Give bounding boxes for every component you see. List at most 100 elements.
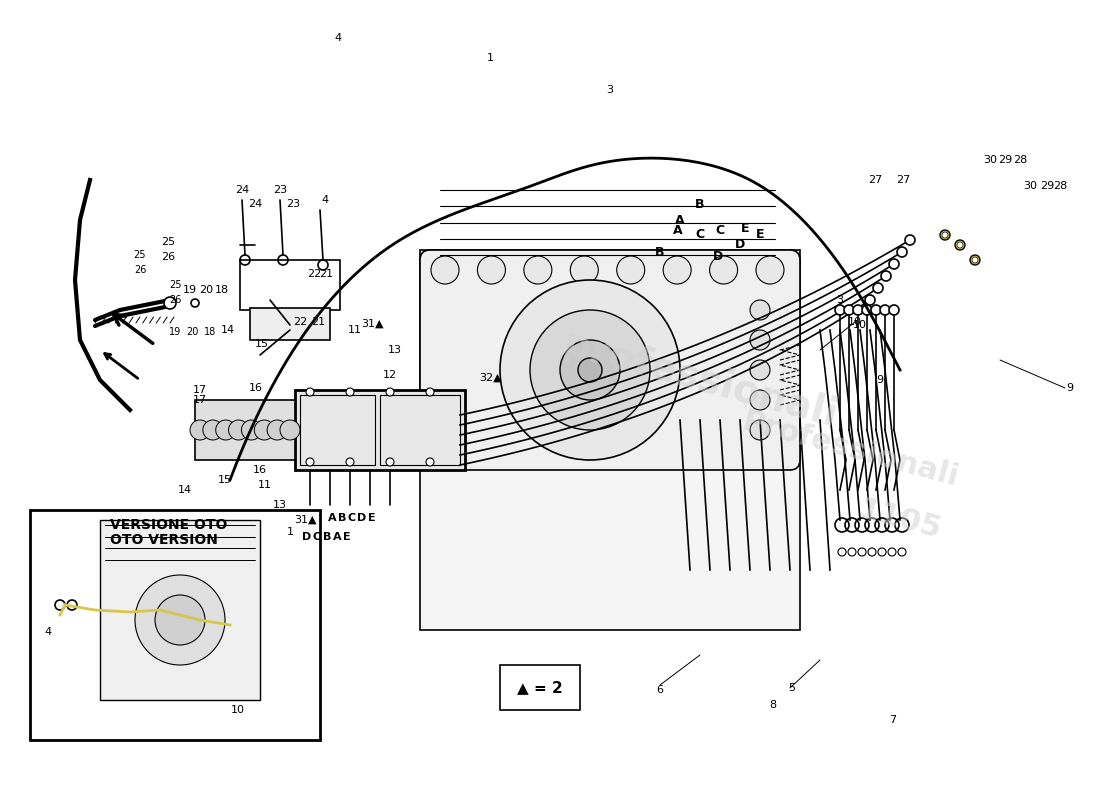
Circle shape <box>280 420 300 440</box>
Text: 20: 20 <box>199 285 213 295</box>
Text: Professionali: Professionali <box>738 407 961 493</box>
Text: 24: 24 <box>235 185 249 195</box>
Text: 1: 1 <box>286 527 294 537</box>
Text: A: A <box>673 223 683 237</box>
Circle shape <box>865 295 874 305</box>
Circle shape <box>254 420 274 440</box>
Circle shape <box>431 256 459 284</box>
Text: 4: 4 <box>44 627 52 637</box>
Text: 31▲: 31▲ <box>294 515 317 525</box>
Text: 31▲: 31▲ <box>361 319 383 329</box>
Text: E: E <box>756 229 764 242</box>
Circle shape <box>135 575 226 665</box>
Circle shape <box>750 360 770 380</box>
Bar <box>300 395 375 465</box>
Text: 21: 21 <box>311 317 326 327</box>
Circle shape <box>202 420 223 440</box>
Circle shape <box>858 548 866 556</box>
Circle shape <box>756 256 784 284</box>
Circle shape <box>617 256 645 284</box>
Text: 27: 27 <box>895 175 910 185</box>
Text: E: E <box>740 222 749 234</box>
Text: 21: 21 <box>319 269 333 279</box>
Circle shape <box>940 230 950 240</box>
Text: 17: 17 <box>192 385 207 395</box>
Circle shape <box>878 548 886 556</box>
Text: A: A <box>675 214 685 226</box>
Circle shape <box>710 256 738 284</box>
Text: D: D <box>735 238 745 251</box>
Text: 29: 29 <box>1040 181 1054 191</box>
Circle shape <box>889 305 899 315</box>
Text: 10: 10 <box>231 705 245 715</box>
Text: 24: 24 <box>248 199 262 209</box>
Circle shape <box>346 388 354 396</box>
Text: 9: 9 <box>1066 383 1074 393</box>
Text: 19: 19 <box>169 327 182 337</box>
Text: 10: 10 <box>848 317 862 327</box>
Text: D: D <box>358 513 366 523</box>
Text: professionali: professionali <box>559 325 842 435</box>
Text: 13: 13 <box>273 500 287 510</box>
Circle shape <box>164 297 176 309</box>
Text: 11: 11 <box>348 325 362 335</box>
Circle shape <box>560 340 620 400</box>
Text: 13: 13 <box>388 345 401 355</box>
Text: 17: 17 <box>192 395 207 405</box>
Text: C: C <box>348 513 356 523</box>
Circle shape <box>852 305 864 315</box>
Bar <box>100 520 260 700</box>
Text: B: B <box>695 198 705 211</box>
Bar <box>240 260 340 310</box>
Text: B: B <box>338 513 346 523</box>
Circle shape <box>500 280 680 460</box>
Text: 25: 25 <box>161 237 175 247</box>
Text: 28: 28 <box>1013 155 1027 165</box>
Circle shape <box>972 257 978 263</box>
Text: 4: 4 <box>321 195 329 205</box>
Text: 23: 23 <box>273 185 287 195</box>
Circle shape <box>862 305 872 315</box>
Text: ▲ = 2: ▲ = 2 <box>517 681 563 695</box>
Text: 22: 22 <box>307 269 321 279</box>
Text: 26: 26 <box>134 265 146 275</box>
Circle shape <box>889 259 899 269</box>
Text: OTO VERSION: OTO VERSION <box>110 533 218 547</box>
Circle shape <box>888 548 896 556</box>
Bar <box>420 250 800 630</box>
Text: A: A <box>328 513 337 523</box>
Circle shape <box>426 458 434 466</box>
Circle shape <box>957 242 962 248</box>
FancyBboxPatch shape <box>420 250 800 470</box>
Circle shape <box>190 420 210 440</box>
Circle shape <box>306 458 313 466</box>
Text: 19: 19 <box>183 285 197 295</box>
Circle shape <box>898 548 906 556</box>
Circle shape <box>750 330 770 350</box>
Text: 8: 8 <box>769 700 777 710</box>
Circle shape <box>67 600 77 610</box>
Circle shape <box>896 247 907 257</box>
Text: 28: 28 <box>1053 181 1067 191</box>
Text: 15: 15 <box>255 339 270 349</box>
Text: 1: 1 <box>486 53 494 63</box>
Circle shape <box>750 420 770 440</box>
Text: 10: 10 <box>852 320 867 330</box>
Circle shape <box>530 310 650 430</box>
Circle shape <box>880 305 890 315</box>
Text: 3: 3 <box>836 295 844 305</box>
Text: E: E <box>343 532 351 542</box>
Circle shape <box>318 260 328 270</box>
Text: 6: 6 <box>657 685 663 695</box>
Text: 3: 3 <box>606 85 614 95</box>
Circle shape <box>267 420 287 440</box>
Circle shape <box>278 255 288 265</box>
Text: 16: 16 <box>253 465 267 475</box>
Bar <box>379 395 460 465</box>
Circle shape <box>477 256 505 284</box>
Circle shape <box>750 300 770 320</box>
Text: 32▲: 32▲ <box>478 373 502 383</box>
Circle shape <box>942 232 948 238</box>
Text: 26: 26 <box>168 295 182 305</box>
Bar <box>295 390 465 470</box>
